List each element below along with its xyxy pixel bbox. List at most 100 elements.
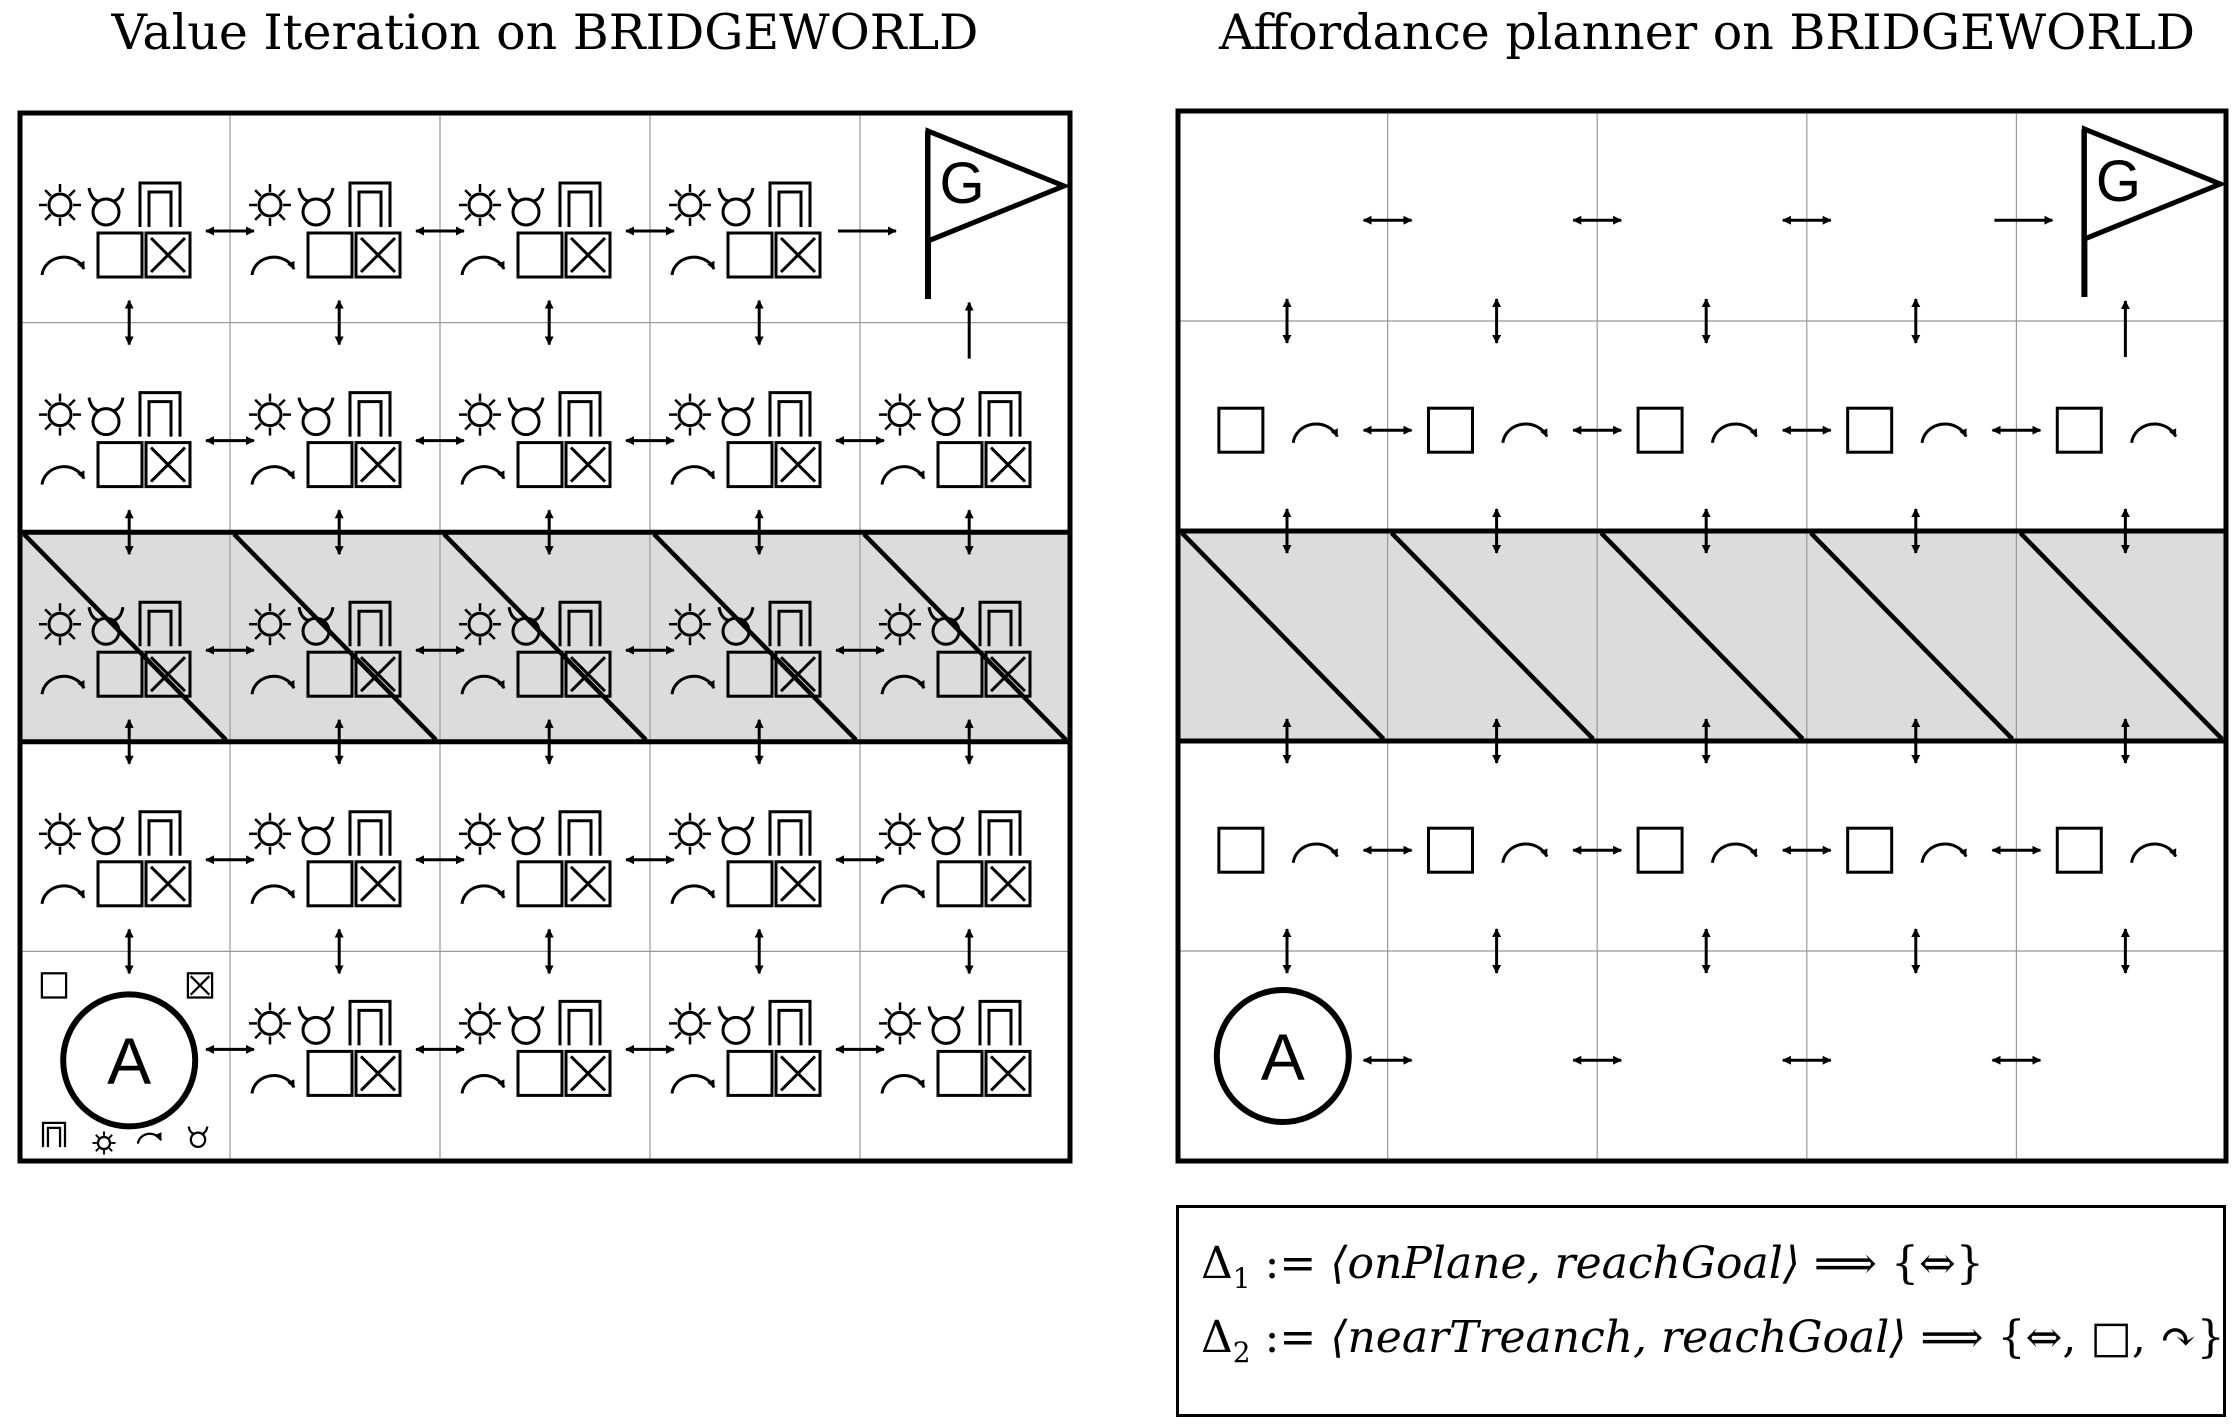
action-set [669, 810, 822, 908]
gate-icon [138, 181, 182, 227]
turn-arrow-icon [250, 674, 296, 695]
turn-arrow-icon [136, 1132, 163, 1144]
turn-arrow-icon [250, 884, 296, 905]
action-set [249, 391, 402, 489]
turn-arrow-icon [880, 674, 926, 695]
rule-1-actions: {⇔} [1891, 1238, 1984, 1289]
sun-icon [459, 603, 501, 646]
agent-icon: A [60, 991, 199, 1130]
sun-icon [459, 184, 501, 226]
horns-icon [507, 1006, 545, 1045]
crossed-box-icon [186, 972, 214, 999]
trench-diagonal [862, 532, 1068, 742]
affordance-rules-box: Δ1 := ⟨onPlane, reachGoal⟩ ⟹ {⇔} Δ2 := ⟨… [1176, 1205, 2226, 1417]
gate-icon [558, 391, 602, 437]
box-icon [936, 860, 984, 908]
box-icon [936, 650, 984, 698]
crossed-box-icon [354, 441, 402, 489]
crossed-box-icon [774, 231, 822, 279]
rule-2-assign: := [1250, 1312, 1331, 1363]
horns-icon [187, 1126, 209, 1149]
box-icon [96, 231, 144, 279]
rule-1-implies: ⟹ [1799, 1238, 1891, 1289]
action-set [39, 810, 192, 908]
turn-arrow-icon [460, 884, 506, 905]
affordance-rule-2: Δ2 := ⟨nearTreanch, reachGoal⟩ ⟹ {⇔, □, … [1201, 1312, 2225, 1369]
rule-1-context: ⟨onPlane, reachGoal⟩ [1330, 1238, 1800, 1289]
crossed-box-icon [984, 650, 1032, 698]
sun-icon [879, 1002, 921, 1045]
box-icon [1846, 826, 1894, 874]
agent-icon: A [1213, 987, 1352, 1125]
left-panel-title: Value Iteration on BRIDGEWORLD [111, 4, 979, 61]
goal-flag-icon: G [2081, 125, 2228, 297]
grid-border [17, 110, 1073, 1164]
box-icon [516, 1049, 564, 1097]
horns-icon [297, 397, 335, 437]
turn-arrow-icon [1501, 422, 1549, 444]
gate-icon [348, 181, 392, 227]
trench-diagonal [1389, 531, 1595, 741]
gate-icon [768, 810, 812, 856]
turn-arrow-icon [250, 465, 296, 485]
gate-icon [978, 999, 1022, 1046]
crossed-box-icon [774, 1049, 822, 1097]
turn-arrow-icon [1710, 422, 1758, 444]
crossed-box-icon [984, 1049, 1032, 1097]
sun-icon [669, 812, 711, 855]
horns-icon [297, 816, 335, 856]
sun-icon [249, 184, 291, 226]
box-icon [516, 650, 564, 698]
crossed-box-icon [354, 650, 402, 698]
rule-1-subscript: 1 [1232, 1262, 1251, 1295]
action-set [669, 999, 822, 1097]
box-icon [1217, 826, 1265, 874]
trench-diagonal [1180, 531, 1386, 741]
gate-icon [138, 600, 182, 647]
action-set [879, 999, 1032, 1097]
action-set [879, 600, 1032, 698]
turn-arrow-icon [1920, 422, 1968, 444]
rule-2-context: ⟨nearTreanch, reachGoal⟩ [1330, 1312, 1907, 1363]
action-set [39, 181, 192, 279]
horns-icon [87, 397, 125, 437]
gate-icon [768, 999, 812, 1046]
sun-icon [92, 1131, 116, 1155]
box-icon [1217, 406, 1265, 454]
turn-arrow-icon [1501, 842, 1549, 864]
turn-arrow-icon [670, 674, 716, 695]
box-icon [1426, 826, 1474, 874]
sun-icon [249, 393, 291, 436]
action-set [459, 181, 612, 279]
box-icon [2055, 406, 2103, 454]
box-icon [726, 441, 774, 489]
action-set [459, 999, 612, 1097]
turn-arrow-icon [250, 255, 296, 276]
sun-icon [879, 812, 921, 855]
turn-arrow-icon [1291, 842, 1339, 864]
trench-diagonal [22, 532, 228, 742]
sun-icon [669, 393, 711, 436]
crossed-box-icon [564, 231, 612, 279]
box-icon [516, 860, 564, 908]
turn-arrow-icon [670, 465, 716, 485]
action-set [879, 391, 1032, 489]
sun-icon [459, 1002, 501, 1045]
box-icon [726, 860, 774, 908]
box-icon [2055, 826, 2103, 874]
horns-icon [87, 816, 125, 856]
rule-2-actions: {⇔, □, ↷} [1997, 1312, 2225, 1363]
horns-icon [717, 187, 755, 227]
horns-icon [927, 397, 965, 437]
sun-icon [249, 1002, 291, 1045]
horns-icon [507, 606, 545, 646]
action-set [459, 391, 612, 489]
turn-arrow-icon [40, 255, 86, 276]
crossed-box-icon [354, 1049, 402, 1097]
horns-icon [927, 1006, 965, 1045]
box-icon [306, 231, 354, 279]
horns-icon [717, 397, 755, 437]
action-set [249, 810, 402, 908]
horns-icon [717, 1006, 755, 1045]
sun-icon [39, 812, 81, 855]
